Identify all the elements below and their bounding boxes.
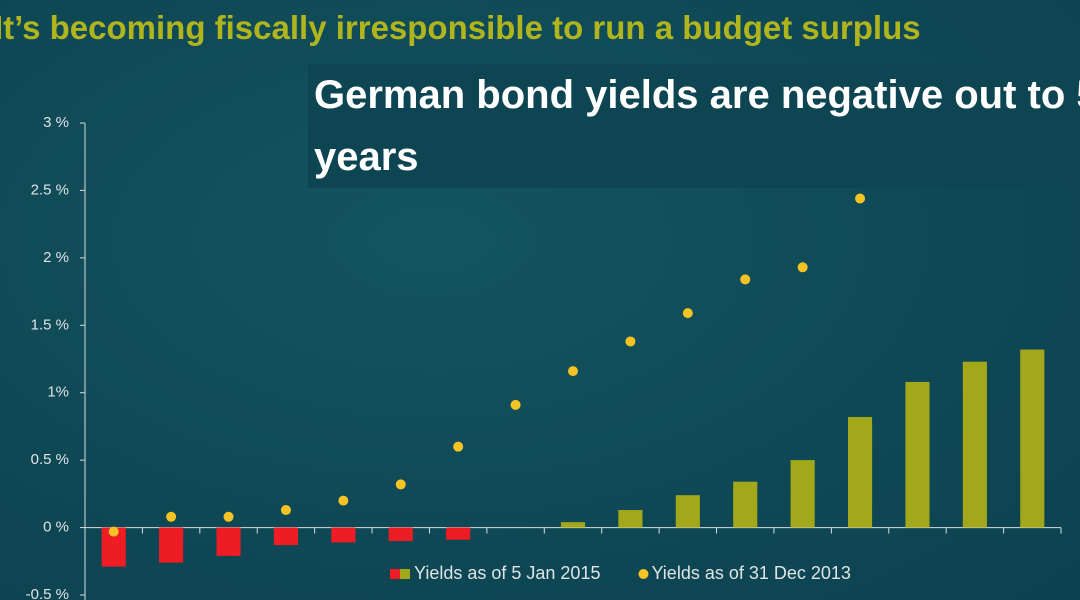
bar: [331, 527, 356, 543]
bar: [733, 481, 758, 528]
dot: [855, 193, 866, 204]
dot: [568, 366, 578, 377]
bar: [962, 361, 987, 528]
dot: [166, 511, 177, 522]
bar: [216, 527, 241, 556]
dot: [108, 526, 119, 537]
y-tick-label: -0.5 %: [26, 586, 69, 600]
y-tick-label: 1.5 %: [31, 316, 69, 333]
dot: [510, 399, 521, 410]
dot: [223, 511, 234, 522]
dot: [625, 336, 636, 347]
dot: [682, 308, 693, 319]
legend-swatch: [638, 569, 649, 579]
legend-swatch: [400, 569, 410, 579]
dot: [395, 479, 406, 490]
y-tick-label: 2.5 %: [31, 181, 69, 198]
chart-subtitle: German bond yields are negative out to 5…: [308, 64, 1080, 188]
y-tick-label: 2 %: [43, 249, 69, 266]
bar: [159, 527, 184, 563]
bar: [388, 527, 413, 542]
dot: [740, 274, 751, 285]
slide-title: It’s becoming fiscally irresponsible to …: [0, 9, 921, 46]
bar: [905, 381, 930, 528]
y-tick-label: 3 %: [43, 114, 69, 131]
legend-swatch: [390, 569, 400, 579]
bar: [675, 495, 700, 528]
bar: [790, 460, 815, 528]
y-tick-label: 0 %: [43, 519, 69, 536]
legend-label: Yields as of 5 Jan 2015: [414, 563, 600, 583]
legend-label: Yields as of 31 Dec 2013: [651, 563, 850, 583]
bar: [1020, 349, 1045, 528]
dot: [280, 505, 291, 516]
bar: [446, 527, 471, 540]
bar: [273, 527, 298, 546]
y-tick-label: 1%: [47, 384, 69, 401]
bar: [560, 522, 586, 528]
bar: [618, 510, 643, 528]
y-tick-label: 0.5 %: [31, 451, 69, 468]
dot: [338, 495, 349, 506]
dot: [453, 441, 464, 452]
dot: [797, 262, 808, 273]
bar: [848, 416, 873, 528]
